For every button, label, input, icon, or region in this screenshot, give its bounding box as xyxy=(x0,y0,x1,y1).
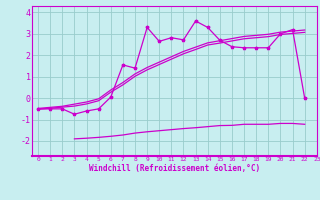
X-axis label: Windchill (Refroidissement éolien,°C): Windchill (Refroidissement éolien,°C) xyxy=(89,164,260,173)
